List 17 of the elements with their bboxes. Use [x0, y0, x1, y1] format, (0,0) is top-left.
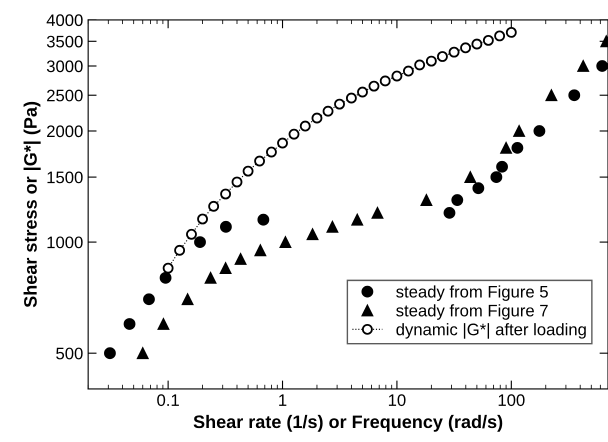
y-tick-label: 3000	[46, 60, 83, 72]
legend-label: dynamic |G*| after loading	[396, 323, 586, 339]
x-tick-label: 0.1	[157, 394, 179, 406]
y-tick-label: 1500	[47, 172, 83, 184]
x-axis-title: Shear rate (1/s) or Frequency (rad/s)	[194, 414, 502, 432]
legend-label: steady from Figure 5	[396, 285, 548, 301]
y-axis-title: Shear stress or |G*| (Pa)	[24, 102, 41, 308]
y-tick-label: 500	[56, 348, 83, 360]
x-tick-label: 1	[279, 394, 286, 406]
legend-label: steady from Figure 7	[396, 304, 548, 320]
y-tick-label: 3500	[46, 36, 83, 48]
y-tick-label: 2500	[47, 90, 83, 102]
y-tick-label: 2000	[47, 125, 83, 138]
x-tick-label: 10	[388, 394, 406, 406]
y-tick-label: 4000	[46, 14, 83, 26]
y-tick-label: 1000	[47, 236, 83, 248]
x-tick-label: 100	[498, 394, 525, 406]
